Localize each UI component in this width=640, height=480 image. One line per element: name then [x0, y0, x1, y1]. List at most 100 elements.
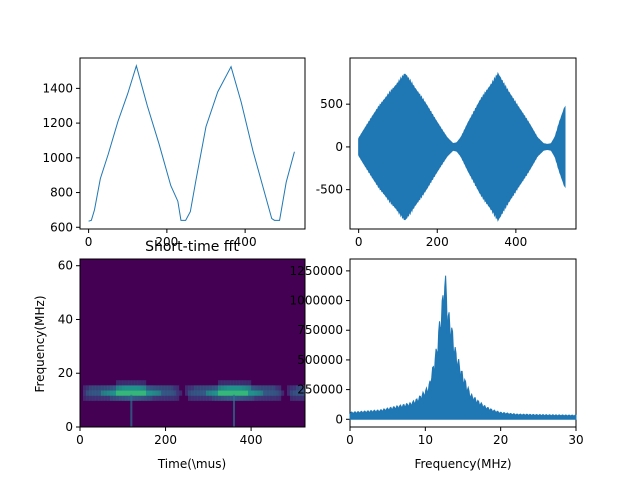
spectrogram-cell — [155, 390, 159, 396]
spectrogram-cell — [131, 380, 135, 386]
spectrogram-cell — [152, 395, 156, 401]
spectrogram-cell — [242, 390, 246, 396]
spectrogram-cell — [302, 390, 306, 396]
spectrogram-cell — [221, 380, 225, 386]
spectrogram-cell — [98, 385, 102, 391]
spectrogram-cell — [293, 395, 297, 401]
spectrogram-cell — [296, 385, 300, 391]
spectrogram-cell — [98, 395, 102, 401]
spectrogram-cell — [149, 385, 153, 391]
spectrogram-cell — [239, 390, 243, 396]
spectrogram-cell — [224, 390, 228, 396]
y-tick-label: 750000 — [297, 323, 343, 337]
panel-spectrogram: Short-time fft 0 200 400 0 20 40 60 Time(\mus)… — [33, 239, 306, 471]
y-tick-label: 60 — [58, 259, 73, 273]
spectrogram-cell — [119, 395, 123, 401]
spectrogram-cell — [107, 390, 111, 396]
spectrogram-cell — [122, 380, 126, 386]
spectrogram-background — [80, 259, 305, 427]
spectrogram-cell — [146, 395, 150, 401]
spectrogram-cell — [119, 390, 123, 396]
panel-spectrum: 0 10 20 30 0 250000 500000 750000 1000000 1250000… — [290, 258, 584, 471]
spectrogram-cell — [179, 390, 183, 396]
spectrogram-cell — [92, 390, 96, 396]
spectrogram-cell — [167, 395, 171, 401]
spectrogram-cell — [161, 395, 165, 401]
spectrogram-cell — [200, 385, 204, 391]
spectrogram-cell — [206, 385, 210, 391]
spectrogram-cell — [242, 395, 246, 401]
spectrogram-cell — [176, 385, 180, 391]
spectrogram-cell — [254, 385, 258, 391]
spectrogram-cell — [86, 395, 90, 401]
spectrogram-cell — [230, 385, 234, 391]
spectrogram-xlabel: Time(\mus) — [157, 457, 226, 471]
spectrogram-cell — [170, 385, 174, 391]
spectrogram-cell — [155, 395, 159, 401]
spectrogram-cell — [152, 390, 156, 396]
spectrogram-cell — [245, 380, 249, 386]
spectrogram-cell — [272, 390, 276, 396]
spectrogram-cell — [278, 390, 282, 396]
spectrogram-cell — [227, 390, 231, 396]
spectrogram-cell — [212, 385, 216, 391]
y-tick-label: 1000000 — [290, 294, 343, 308]
spectrogram-cell — [95, 390, 99, 396]
spectrogram-cell — [272, 385, 276, 391]
spectrogram-cell — [140, 390, 144, 396]
spectrogram-cell — [164, 395, 168, 401]
y-tick-label: 0 — [335, 140, 343, 154]
spectrogram-cell — [152, 385, 156, 391]
y-tick-label: 250000 — [297, 383, 343, 397]
spectrogram-cell — [248, 385, 252, 391]
spectrogram-cell — [248, 395, 252, 401]
y-tick-label: 1000 — [42, 151, 73, 165]
spectrogram-cell — [224, 380, 228, 386]
spectrogram-cell — [122, 395, 126, 401]
spectrogram-cell — [272, 395, 276, 401]
spectrogram-cell — [83, 390, 87, 396]
y-tick-label: 500000 — [297, 353, 343, 367]
x-tick-label: 0 — [76, 433, 84, 447]
spectrogram-cell — [281, 390, 285, 396]
spectrogram-cell — [164, 385, 168, 391]
y-tick-label: 600 — [50, 220, 73, 234]
x-tick-label: 20 — [493, 433, 508, 447]
x-tick-label: 400 — [504, 235, 527, 249]
spectrogram-cell — [197, 385, 201, 391]
spectrogram-cell — [197, 395, 201, 401]
spectrogram-cell — [104, 395, 108, 401]
spectrogram-cell — [206, 390, 210, 396]
spectrogram-cell — [224, 385, 228, 391]
spectrogram-cell — [236, 390, 240, 396]
spectrogram-cell — [212, 395, 216, 401]
spectrogram-cell — [113, 390, 117, 396]
spectrogram-cell — [116, 380, 120, 386]
spectrogram-cell — [290, 395, 294, 401]
spectrogram-cell — [116, 385, 120, 391]
x-tick-label: 0 — [355, 235, 363, 249]
x-tick-label: 0 — [346, 433, 354, 447]
y-tick-label: 500 — [320, 97, 343, 111]
spectrogram-cell — [131, 390, 135, 396]
spectrogram-cell — [92, 395, 96, 401]
spectrogram-cell — [143, 395, 147, 401]
spectrogram-cell — [107, 395, 111, 401]
spectrogram-cell — [239, 395, 243, 401]
spectrogram-cell — [239, 385, 243, 391]
spectrogram-cell — [287, 390, 291, 396]
x-tick-label: 400 — [240, 433, 263, 447]
spectrogram-cell — [230, 380, 234, 386]
top-left-series-line — [88, 64, 295, 222]
spectrogram-cell — [113, 385, 117, 391]
spectrogram-cell — [242, 385, 246, 391]
panel-top-left: 0 200 400 600 800 1000 1200 1400 — [42, 57, 306, 249]
spectrogram-cell — [191, 385, 195, 391]
spectrogram-cell — [185, 385, 189, 391]
spectrogram-cell — [116, 390, 120, 396]
spectrogram-cell — [302, 385, 306, 391]
top-right-series-fill — [358, 71, 566, 222]
spectrogram-cell — [290, 390, 294, 396]
spectrogram-cell — [128, 395, 132, 401]
spectrogram-cell — [275, 390, 279, 396]
